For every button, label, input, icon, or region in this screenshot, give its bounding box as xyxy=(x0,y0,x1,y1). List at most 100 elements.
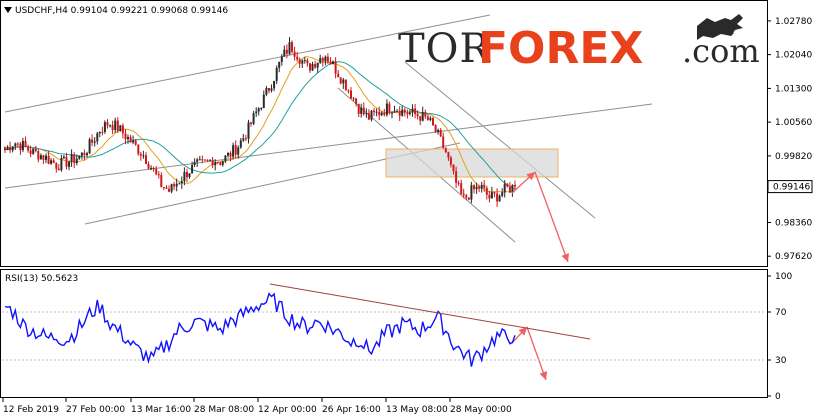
rsi-level-lines xyxy=(2,311,765,361)
candle-body xyxy=(4,147,6,151)
candle-body xyxy=(78,155,81,159)
trend-channels xyxy=(4,14,653,243)
candle-body xyxy=(96,133,99,142)
logo-text-com: .com xyxy=(682,32,760,70)
candle-body xyxy=(145,155,147,164)
resistance-zone-box xyxy=(385,148,559,178)
price-axis: 1.02780 1.02040 1.01300 1.00560 0.99820 0.983… xyxy=(767,17,813,262)
candle-body xyxy=(27,146,30,151)
candle-body xyxy=(180,181,183,184)
rsi-header-text: RSI(13) 50.5623 xyxy=(5,274,78,284)
candle-body xyxy=(111,125,114,130)
price-label: 1.02780 xyxy=(775,17,812,27)
candle-body xyxy=(293,51,296,57)
candle-body xyxy=(396,110,399,112)
candle-body xyxy=(478,186,481,189)
candle-body xyxy=(157,174,160,176)
candle-body xyxy=(88,139,91,154)
candle-body xyxy=(109,125,112,127)
candle-body xyxy=(393,110,396,113)
candle-body xyxy=(414,108,417,115)
candle-body xyxy=(485,187,488,195)
candle-body xyxy=(462,193,465,196)
candle-body xyxy=(129,137,132,143)
candle-body xyxy=(475,186,478,190)
candle-body xyxy=(229,152,232,157)
candle-body xyxy=(342,79,345,84)
price-label: 1.01300 xyxy=(775,84,812,94)
candle-body xyxy=(506,183,509,187)
candle-body xyxy=(244,138,247,140)
rsi-line xyxy=(4,292,516,367)
candle-body xyxy=(168,188,170,192)
candle-body xyxy=(296,56,299,60)
candle-body xyxy=(178,183,181,185)
candle-body xyxy=(257,108,260,112)
moving-averages xyxy=(4,56,516,193)
candle-body xyxy=(101,132,104,133)
trend-line-5 xyxy=(404,61,596,219)
candle-body xyxy=(134,140,137,145)
candle-body xyxy=(467,197,470,200)
candle-body xyxy=(91,139,94,143)
candle-body xyxy=(114,120,117,131)
candle-body xyxy=(311,64,314,71)
candle-body xyxy=(155,169,158,175)
time-label: 28 Mar 08:00 xyxy=(194,405,254,415)
candle-body xyxy=(201,159,204,161)
candle-body xyxy=(68,161,71,167)
candle-body xyxy=(329,61,332,65)
logo-text-forex: FOREX xyxy=(478,23,643,74)
candle-body xyxy=(480,184,483,189)
candle-body xyxy=(73,154,76,163)
candle-body xyxy=(150,168,153,169)
candle-body xyxy=(406,112,409,114)
forecast-arrow-up xyxy=(511,171,536,194)
candle-body xyxy=(316,62,319,68)
candle-body xyxy=(309,63,311,71)
candle-body xyxy=(170,184,173,192)
candle-body xyxy=(421,112,424,121)
candle-body xyxy=(162,187,165,188)
candle-body xyxy=(124,133,127,140)
candle-body xyxy=(219,162,222,165)
candle-body xyxy=(373,110,375,113)
candle-body xyxy=(147,164,150,169)
rsi-arrow-down xyxy=(526,326,548,381)
chart-header-text: USDCHF,H4 0.99104 0.99221 0.99068 0.9914… xyxy=(15,6,228,16)
candle-body xyxy=(237,147,240,155)
rsi-level-label: 100 xyxy=(775,272,792,282)
candle-body xyxy=(357,103,360,114)
rsi-arrow-up-head xyxy=(518,327,527,336)
candle-body xyxy=(183,171,186,182)
time-label: 12 Feb 2019 xyxy=(3,405,59,415)
price-label: 0.98360 xyxy=(775,219,812,229)
candle-body xyxy=(211,159,214,166)
candle-body xyxy=(39,155,42,160)
candle-body xyxy=(80,152,83,156)
candle-body xyxy=(165,187,168,189)
candle-body xyxy=(152,168,155,170)
time-axis: 12 Feb 2019 27 Feb 00:00 13 Mar 16:00 28 Ma… xyxy=(2,398,512,415)
candle-body xyxy=(121,125,124,134)
candle-body xyxy=(29,150,32,154)
candle-body xyxy=(319,58,322,63)
rsi-level-label: 70 xyxy=(775,308,787,318)
candle-body xyxy=(119,125,122,131)
candle-body xyxy=(209,159,211,161)
rsi-axis: 100 70 30 0 xyxy=(767,272,792,402)
triangle-down-icon[interactable] xyxy=(4,7,12,13)
time-label: 26 Apr 16:00 xyxy=(322,405,381,415)
candle-body xyxy=(260,107,263,109)
forecast-arrow-down-line xyxy=(534,171,569,263)
candle-body xyxy=(247,122,250,139)
candle-body xyxy=(242,138,245,141)
candle-body xyxy=(503,183,506,193)
candle-body xyxy=(239,140,242,148)
candle-body xyxy=(60,158,63,171)
candle-body xyxy=(280,56,283,62)
candle-body xyxy=(34,148,37,152)
candle-body xyxy=(234,145,237,155)
forecast-arrows xyxy=(511,171,569,381)
